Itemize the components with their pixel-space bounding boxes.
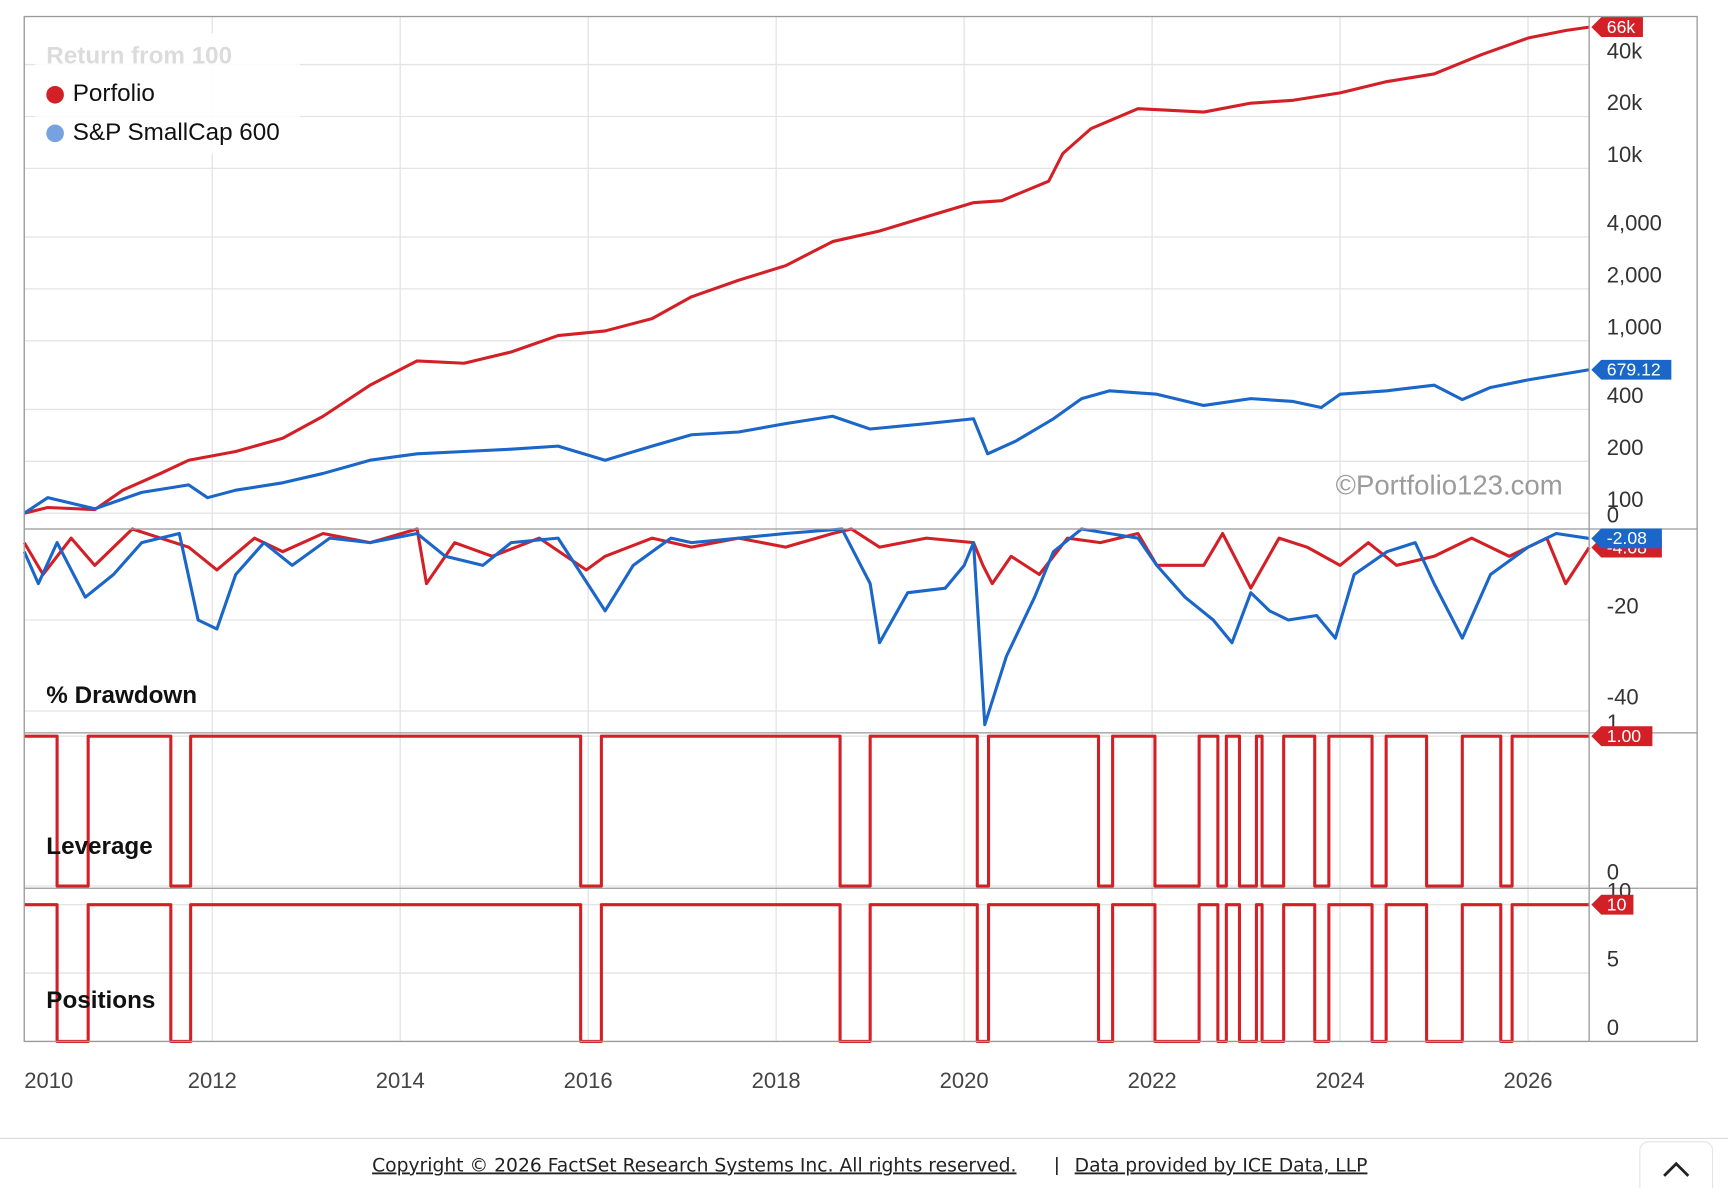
badge-bg bbox=[1591, 894, 1634, 915]
badge-bg bbox=[1591, 17, 1643, 38]
x-tick-label: 2016 bbox=[564, 1068, 613, 1093]
y-tick-label: 0 bbox=[1607, 503, 1619, 528]
badge-label: -2.08 bbox=[1607, 528, 1647, 548]
legend-marker bbox=[46, 124, 64, 143]
y-tick-label: 20k bbox=[1607, 90, 1644, 115]
legend-label: S&P SmallCap 600 bbox=[73, 119, 280, 146]
panel-title: Leverage bbox=[46, 833, 152, 860]
series-line bbox=[23, 368, 1590, 515]
y-tick-label: -20 bbox=[1607, 594, 1639, 619]
x-tick-label: 2010 bbox=[24, 1068, 73, 1093]
overlay: 1002004001,0002,0004,00010k20k40k66k679.… bbox=[24, 17, 1672, 1093]
series-line bbox=[22, 527, 1591, 590]
y-tick-label: 100 bbox=[1607, 487, 1644, 512]
y-tick-label: -40 bbox=[1607, 685, 1639, 710]
y-tick-label: 0 bbox=[1607, 860, 1619, 885]
legend-marker bbox=[46, 85, 64, 104]
badge-label: 679.12 bbox=[1607, 360, 1661, 380]
series-line bbox=[22, 527, 1590, 727]
badge-bg bbox=[1591, 359, 1672, 380]
x-tick-label: 2024 bbox=[1316, 1068, 1365, 1093]
watermark: ©Portfolio123.com bbox=[1336, 469, 1563, 500]
legend-bg bbox=[35, 33, 300, 155]
last-value-badge: -2.08 bbox=[1591, 528, 1662, 549]
badge-label: 1.00 bbox=[1607, 726, 1642, 746]
panel-title: % Drawdown bbox=[46, 682, 197, 709]
series-line bbox=[24, 734, 1590, 888]
badge-label: 10 bbox=[1607, 894, 1627, 914]
last-value-badge: 66k bbox=[1591, 17, 1643, 38]
y-tick-label: 1,000 bbox=[1607, 315, 1662, 340]
scroll-top-button[interactable] bbox=[1639, 1141, 1714, 1188]
x-tick-label: 2012 bbox=[188, 1068, 237, 1093]
footer-separator: | bbox=[1054, 1154, 1059, 1176]
badge-label: 66k bbox=[1607, 17, 1636, 37]
x-tick-label: 2026 bbox=[1504, 1068, 1553, 1093]
badge-bg bbox=[1591, 726, 1653, 747]
y-tick-label: 200 bbox=[1607, 435, 1644, 460]
series-line bbox=[23, 25, 1590, 515]
plot bbox=[22, 25, 1591, 1043]
data-credit-link[interactable]: Data provided by ICE Data, LLP bbox=[1075, 1155, 1368, 1176]
last-value-badge: 679.12 bbox=[1591, 359, 1672, 380]
legend-label: Porfolio bbox=[73, 80, 155, 107]
x-tick-label: 2020 bbox=[940, 1068, 989, 1093]
badge-bg bbox=[1591, 528, 1662, 549]
x-tick-label: 2022 bbox=[1128, 1068, 1177, 1093]
y-tick-label: 5 bbox=[1607, 947, 1619, 972]
frame bbox=[23, 15, 1698, 1043]
x-tick-label: 2014 bbox=[376, 1068, 425, 1093]
y-tick-label: 10k bbox=[1607, 142, 1644, 167]
last-value-badge: 10 bbox=[1591, 894, 1634, 915]
copyright-link[interactable]: Copyright © 2026 FactSet Research System… bbox=[372, 1155, 1016, 1176]
y-tick-label: 0 bbox=[1607, 1015, 1619, 1040]
series-line bbox=[24, 903, 1590, 1043]
chevron-icon bbox=[1663, 1161, 1690, 1177]
y-tick-label: 40k bbox=[1607, 38, 1644, 63]
legend: Porfolio S&P SmallCap 600 bbox=[35, 33, 300, 155]
panel-title: Positions bbox=[46, 987, 155, 1014]
y-tick-label: 400 bbox=[1607, 383, 1644, 408]
x-tick-label: 2018 bbox=[752, 1068, 801, 1093]
last-value-badge: 1.00 bbox=[1591, 726, 1653, 747]
y-tick-label: 2,000 bbox=[1607, 263, 1662, 288]
y-tick-label: 4,000 bbox=[1607, 211, 1662, 236]
